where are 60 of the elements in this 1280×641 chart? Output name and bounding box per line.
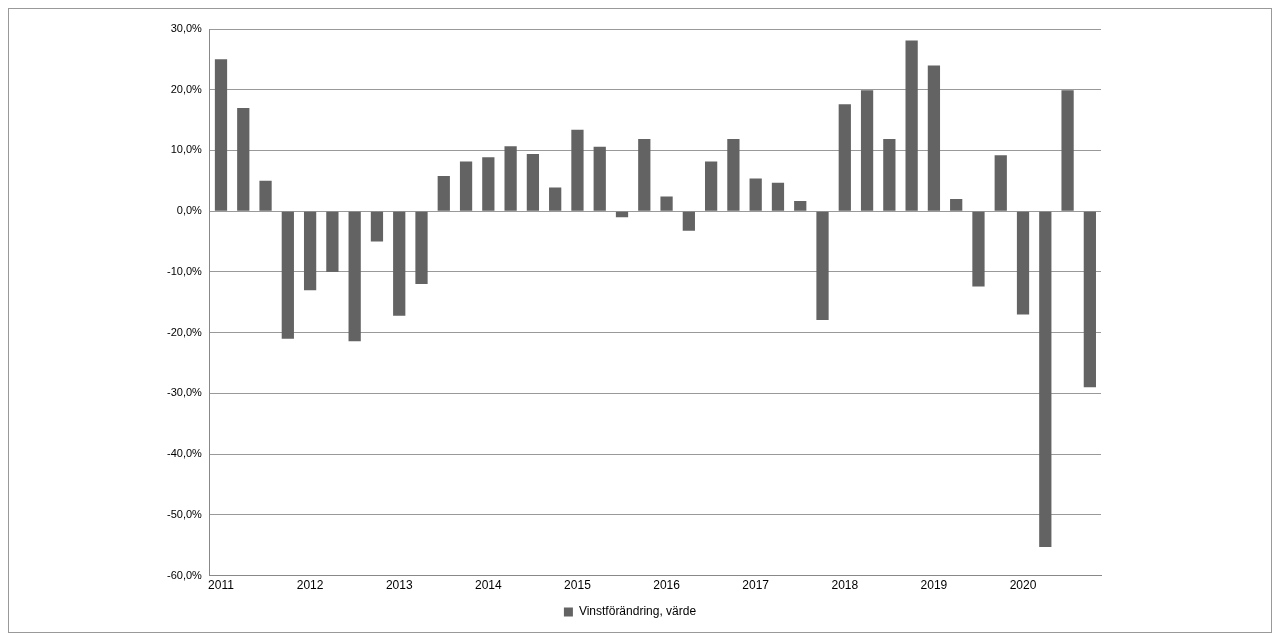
bar <box>794 200 807 211</box>
bar <box>593 146 606 211</box>
bar <box>259 180 272 211</box>
bar <box>972 211 985 287</box>
bar <box>281 211 294 339</box>
bar <box>237 107 250 211</box>
y-tick-label: -60,0% <box>166 568 203 581</box>
bar <box>303 211 317 291</box>
bar <box>571 129 584 211</box>
y-tick-label: 10,0% <box>170 143 203 156</box>
bar <box>994 155 1007 211</box>
y-tick-label: -10,0% <box>166 264 203 277</box>
x-tick-label: 2014 <box>474 578 503 593</box>
bar <box>727 138 740 211</box>
bar <box>1039 211 1052 548</box>
bar <box>393 211 406 316</box>
bar <box>682 211 695 231</box>
bar <box>660 196 673 211</box>
y-tick-label: -20,0% <box>166 325 203 338</box>
bar <box>326 211 339 272</box>
bar <box>526 154 540 211</box>
bar <box>504 146 517 211</box>
y-tick-label: 30,0% <box>170 22 203 35</box>
x-tick-label: 2018 <box>831 578 859 593</box>
bar <box>749 178 762 211</box>
bar <box>816 211 829 320</box>
bar <box>214 59 228 211</box>
bar <box>905 40 918 211</box>
y-tick-label: -50,0% <box>166 507 203 520</box>
bar <box>482 157 495 211</box>
bar <box>1083 211 1096 388</box>
bar <box>549 187 562 211</box>
bar <box>437 175 450 211</box>
bar <box>1061 90 1074 211</box>
bar <box>638 138 651 211</box>
bar <box>348 211 361 342</box>
bar <box>1016 211 1030 315</box>
bar <box>771 182 785 211</box>
x-tick-label: 2012 <box>296 578 324 593</box>
y-tick-label: 0,0% <box>176 204 203 217</box>
y-tick-label: -30,0% <box>166 386 203 399</box>
bar <box>838 104 851 211</box>
bar <box>950 199 963 211</box>
bar <box>370 211 384 242</box>
x-tick-label: 2017 <box>742 578 770 593</box>
bar <box>927 65 941 211</box>
y-tick-label: -40,0% <box>166 447 203 460</box>
bar <box>705 161 718 211</box>
x-tick-label: 2013 <box>385 578 413 593</box>
bar <box>860 90 874 211</box>
bar <box>883 138 896 211</box>
x-tick-label: 2016 <box>653 578 681 593</box>
x-tick-label: 2019 <box>920 578 948 593</box>
bar <box>415 211 428 285</box>
x-tick-label: 2011 <box>208 578 235 593</box>
x-tick-label: 2015 <box>564 578 592 593</box>
bar <box>459 161 473 211</box>
y-tick-label: 20,0% <box>170 82 203 95</box>
x-tick-label: 2020 <box>1009 578 1037 593</box>
legend-label: Vinstförändring, värde <box>578 604 697 619</box>
